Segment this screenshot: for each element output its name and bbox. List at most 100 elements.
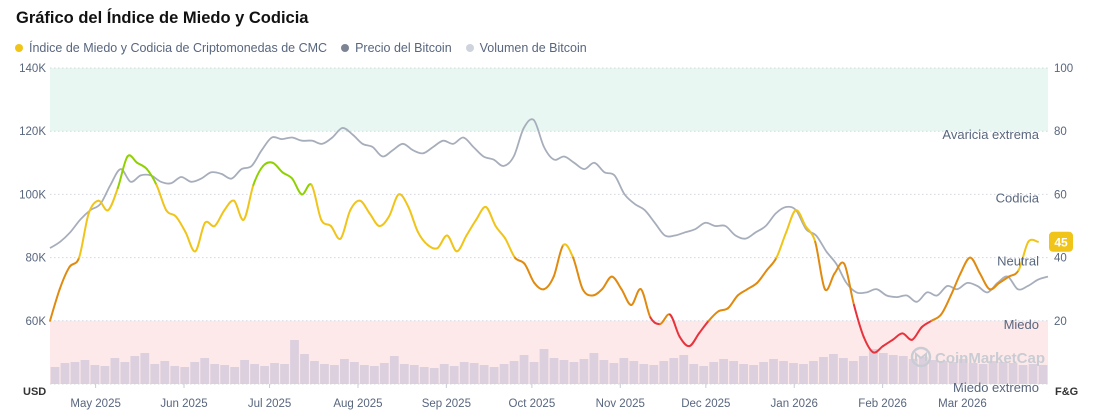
fear-greed-segment (407, 206, 420, 234)
fear-greed-segment (1007, 269, 1020, 278)
fear-greed-segment (736, 288, 749, 297)
volume-bar (469, 363, 479, 384)
volume-bar (629, 361, 639, 384)
volume-bar (928, 360, 938, 384)
x-axis-tick: Aug 2025 (333, 398, 382, 410)
fear-greed-segment (930, 313, 943, 322)
volume-bar (789, 363, 798, 384)
fear-greed-segment (823, 272, 836, 292)
volume-bar (230, 367, 240, 384)
volume-bar (70, 362, 80, 384)
volume-bar (749, 365, 758, 384)
fear-greed-segment (155, 183, 168, 212)
volume-bar (679, 355, 689, 384)
fear-greed-segment (136, 161, 148, 171)
zone-label-miedo: Miedo (1004, 317, 1039, 332)
fear-greed-segment (591, 288, 604, 297)
volume-bar (170, 366, 180, 384)
fear-greed-segment (194, 221, 206, 253)
fear-greed-segment (843, 262, 855, 306)
fear-greed-segment (68, 256, 81, 269)
volume-bar (968, 363, 978, 384)
volume-bar (350, 362, 359, 384)
zone-label-neutral: Neutral (997, 254, 1039, 269)
volume-bar (609, 363, 619, 384)
zone-label-miedo-extremo: Miedo extremo (953, 380, 1039, 395)
fear-greed-segment (601, 275, 613, 291)
fear-greed-segment (368, 212, 381, 227)
volume-bar (509, 361, 519, 384)
fear-greed-segment (223, 199, 235, 212)
fear-greed-series[interactable] (49, 154, 1039, 354)
fear-greed-segment (572, 256, 584, 291)
volume-bar (200, 358, 210, 384)
volume-bar (689, 364, 699, 384)
volume-bar (978, 364, 988, 384)
fear-greed-segment (378, 215, 390, 228)
volume-bar (619, 358, 629, 384)
right-axis-tick: 80 (1054, 126, 1067, 138)
legend-item-fear-greed-index[interactable]: Índice de Miedo y Codicia de Criptomoned… (15, 41, 327, 55)
volume-bar (499, 364, 509, 384)
fear-greed-segment (262, 161, 274, 167)
volume-bar (539, 349, 549, 384)
fear-greed-segment (233, 199, 245, 221)
fear-greed-segment (455, 234, 468, 253)
volume-bar (150, 364, 160, 384)
fear-greed-segment (281, 171, 294, 180)
volume-bar (190, 362, 200, 384)
fear-greed-segment (388, 193, 400, 218)
volume-bar (160, 361, 170, 384)
right-axis-tick: 100 (1054, 63, 1073, 75)
fear-greed-segment (436, 234, 449, 250)
volume-bar (938, 361, 948, 384)
volume-bar (459, 362, 469, 384)
zone-band-avaricia-extrema (50, 68, 1048, 132)
volume-bar (709, 362, 719, 384)
x-axis-tick: Jan 2026 (771, 398, 818, 410)
fear-greed-segment (426, 244, 439, 250)
fear-greed-segment (49, 288, 61, 322)
volume-bar (409, 365, 419, 384)
fear-greed-segment (765, 256, 778, 272)
fear-greed-segment (78, 212, 90, 259)
fear-greed-segment (271, 161, 284, 174)
volume-bar (280, 364, 289, 384)
volume-bar (759, 362, 768, 384)
volume-bar (519, 355, 529, 384)
volume-bar (888, 355, 898, 384)
x-axis-tick: Sep 2025 (422, 398, 471, 410)
volume-bar (988, 361, 998, 384)
legend-item-bitcoin-volume[interactable]: Volumen de Bitcoin (465, 41, 587, 55)
fear-greed-segment (184, 231, 197, 253)
volume-bar (1038, 365, 1048, 384)
bitcoin-price-series[interactable] (49, 118, 1049, 303)
fear-greed-segment (58, 266, 71, 291)
volume-bar (369, 366, 379, 384)
volume-bar (998, 362, 1008, 384)
volume-bar (320, 364, 329, 384)
fear-greed-segment (145, 168, 158, 186)
volume-bar (858, 356, 868, 384)
fear-greed-segment (417, 231, 429, 246)
volume-bar (389, 356, 399, 384)
current-value-badge: 45 (1049, 231, 1073, 252)
fear-greed-segment (116, 155, 129, 190)
volume-bar (180, 367, 190, 384)
left-axis-tick: 100K (19, 189, 46, 201)
volume-bar (729, 361, 739, 384)
fear-greed-segment (668, 313, 681, 338)
x-axis-tick: May 2025 (70, 398, 121, 410)
legend-item-bitcoin-price[interactable]: Precio del Bitcoin (341, 41, 452, 55)
axes: 60K 80K 100K 120K 140K 20 40 60 80 100 USD F&G May 2… (19, 63, 1078, 410)
volume-bar (529, 362, 539, 384)
fear-greed-segment (610, 275, 623, 291)
watermark-text: CoinMarketCap (935, 350, 1045, 367)
volume-bar (579, 359, 589, 384)
left-axis-tick: 80K (26, 253, 47, 265)
volume-bar (699, 366, 709, 384)
volume-bar (60, 363, 70, 384)
volume-bar (399, 364, 409, 384)
fear-greed-segment (320, 218, 332, 227)
